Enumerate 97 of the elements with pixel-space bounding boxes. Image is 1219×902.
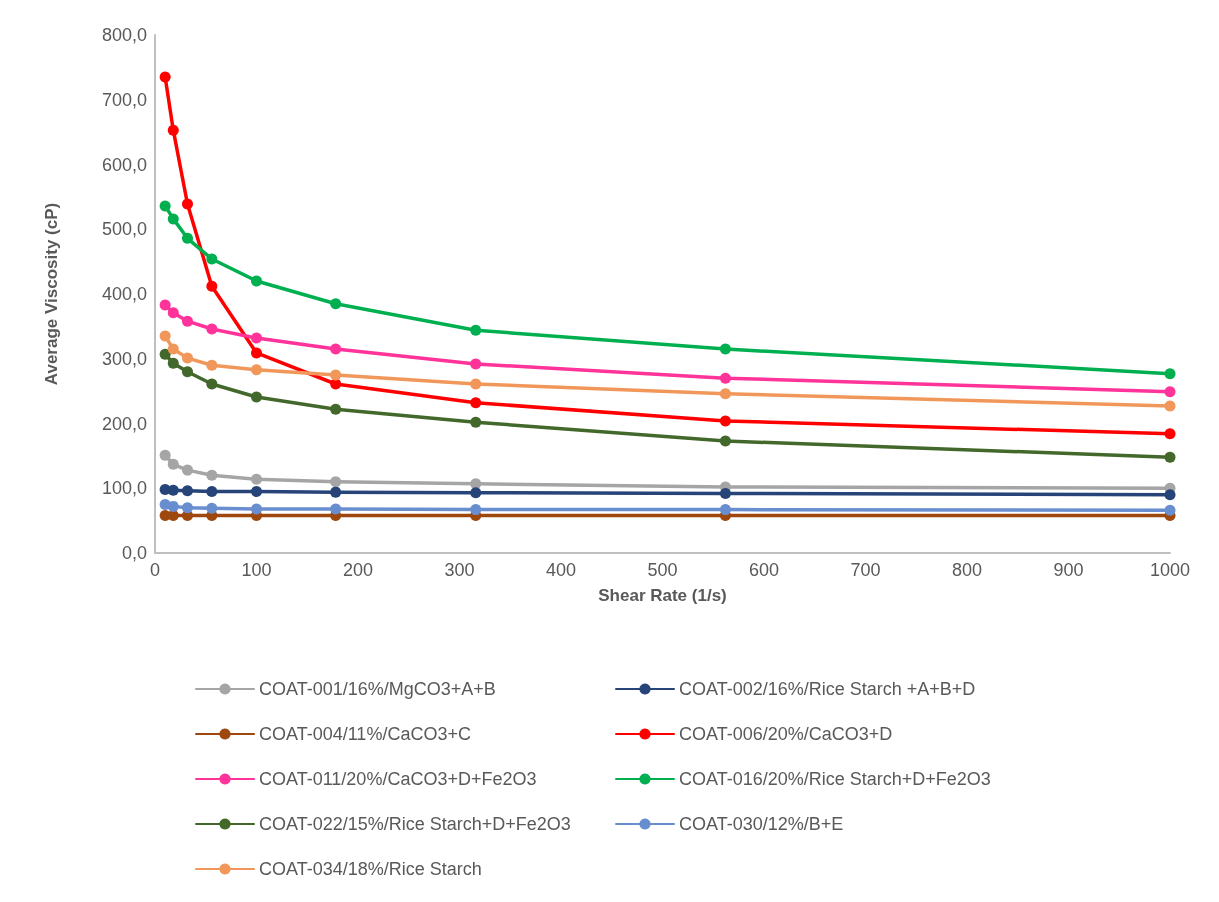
x-tick-label: 800 [951, 560, 983, 580]
point [206, 469, 218, 481]
point [159, 299, 171, 311]
x-tick-label: 100 [241, 560, 272, 580]
legend-label: COAT-030/12%/B+E [679, 814, 844, 834]
y-tick-label: 100,0 [101, 478, 147, 499]
legend-label: COAT-016/20%/Rice Starch+D+Fe2O3 [679, 769, 991, 789]
point [206, 253, 218, 265]
point [719, 487, 731, 499]
point [159, 449, 171, 461]
point [719, 415, 731, 427]
point [181, 485, 193, 497]
x-tick-label: 600 [748, 560, 780, 580]
point [181, 352, 193, 364]
y-tick-label: 400,0 [101, 284, 147, 304]
point [251, 485, 262, 497]
point [470, 504, 482, 516]
legend-label: COAT-001/16%/MgCO3+A+B [259, 679, 496, 699]
point [167, 307, 179, 319]
point [330, 476, 342, 488]
y-tick-label: 800,0 [101, 25, 147, 45]
point [719, 435, 731, 447]
legend-label: COAT-034/18%/Rice Starch [259, 859, 482, 879]
x-tick-label: 500 [647, 560, 678, 580]
point [206, 359, 218, 371]
point [206, 485, 218, 497]
point [159, 200, 171, 212]
point [470, 416, 482, 428]
x-axis-title: Shear Rate (1/s) [598, 586, 727, 605]
point [181, 232, 193, 244]
point [181, 502, 193, 514]
point [167, 500, 179, 512]
point [206, 378, 218, 390]
point [330, 343, 342, 355]
x-tick-label: 400 [545, 560, 577, 580]
point [1164, 504, 1176, 516]
point [167, 213, 179, 225]
point [181, 366, 193, 378]
point [206, 502, 218, 514]
point [251, 275, 262, 287]
point [251, 503, 262, 515]
point [470, 378, 482, 390]
point [1164, 451, 1176, 463]
point [470, 487, 482, 499]
y-tick-label: 600,0 [101, 154, 147, 175]
y-tick-label: 500,0 [101, 219, 147, 240]
point [181, 464, 193, 476]
point [251, 364, 262, 376]
y-axis-title: Average Viscosity (cP) [42, 202, 61, 386]
point [1164, 368, 1176, 380]
point [330, 298, 342, 310]
x-tick-label: 1000 [1149, 560, 1191, 580]
point [330, 403, 342, 415]
x-tick-label: 300 [444, 560, 475, 580]
y-tick-label: 200,0 [101, 413, 147, 434]
point [330, 503, 342, 515]
x-tick-label: 200 [342, 560, 374, 580]
point [167, 458, 179, 470]
point [251, 347, 262, 359]
point [181, 198, 193, 210]
point [159, 348, 171, 360]
point [719, 343, 731, 355]
point [206, 323, 218, 335]
legend-label: COAT-002/16%/Rice Starch +A+B+D [679, 679, 976, 699]
point [1164, 489, 1176, 501]
point [330, 486, 342, 498]
legend-label: COAT-006/20%/CaCO3+D [679, 724, 893, 744]
point [330, 378, 342, 390]
legend-label: COAT-004/11%/CaCO3+C [259, 724, 471, 744]
point [1164, 386, 1176, 398]
point [1164, 400, 1176, 412]
point [470, 324, 482, 336]
point [251, 473, 262, 485]
point [330, 369, 342, 381]
point [159, 330, 171, 342]
point [470, 397, 482, 409]
point [206, 280, 218, 292]
point [159, 71, 171, 83]
point [470, 358, 482, 370]
point [167, 124, 179, 136]
x-tick-label: 900 [1053, 560, 1084, 580]
point [181, 315, 193, 327]
legend-label: COAT-011/20%/CaCO3+D+Fe2O3 [259, 769, 537, 789]
point [719, 388, 731, 400]
y-tick-label: 300,0 [101, 348, 147, 369]
point [251, 391, 262, 403]
point [251, 332, 262, 344]
y-tick-label: 700,0 [101, 89, 147, 110]
x-tick-label: 0 [149, 560, 161, 580]
x-tick-label: 700 [850, 560, 881, 580]
point [719, 504, 731, 516]
point [167, 343, 179, 355]
point [719, 372, 731, 384]
point [1164, 428, 1176, 440]
point [167, 357, 179, 369]
legend-label: COAT-022/15%/Rice Starch+D+Fe2O3 [259, 814, 571, 834]
y-tick-label: 0,0 [121, 543, 147, 563]
